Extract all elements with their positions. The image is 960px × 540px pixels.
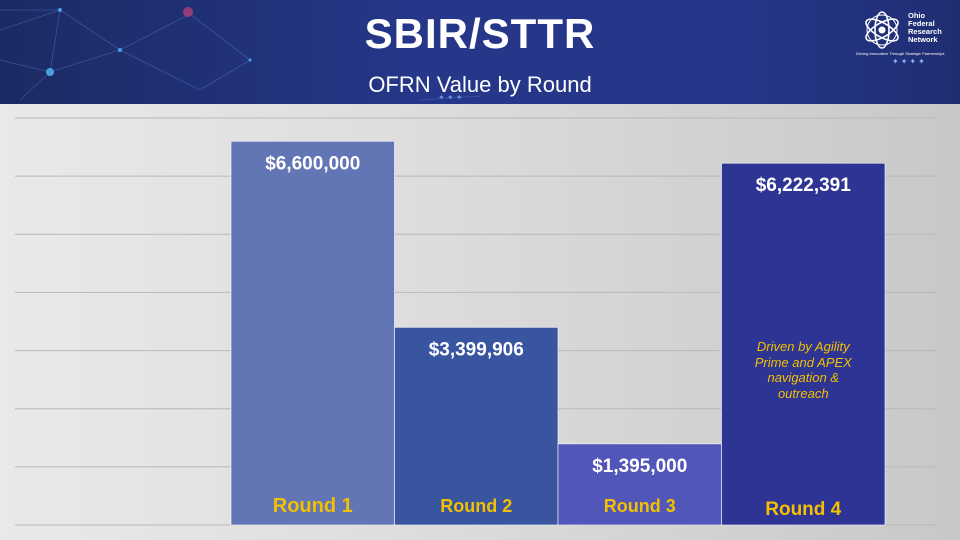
category-label: Round 1	[273, 495, 353, 517]
data-label: $6,222,391	[756, 175, 852, 196]
bar-chart: $6,600,000 Round 1 $3,399,906 Round 2 $1,395…	[15, 117, 937, 526]
chart-area: $6,600,000 Round 1 $3,399,906 Round 2 $1,395…	[0, 104, 960, 540]
svg-text:✦ ✦ ✦: ✦ ✦ ✦	[438, 93, 463, 102]
header-banner: ✦ ✦ ✦ SBIR/STTR OFRN Value by Round Ohio…	[0, 0, 960, 104]
data-label: $1,395,000	[592, 456, 687, 477]
round-4-annotation: Driven by Agility Prime and APEX navigat…	[754, 339, 852, 401]
bar	[557, 443, 722, 526]
logo-tagline: Driving Innovation Through Strategic Par…	[856, 51, 945, 56]
bar	[230, 140, 395, 526]
data-label: $6,600,000	[265, 153, 360, 174]
category-label: Round 2	[440, 496, 512, 516]
data-label: $3,399,906	[429, 339, 524, 360]
category-label: Round 3	[604, 496, 676, 516]
network-pattern-decoration: ✦ ✦ ✦	[0, 7, 481, 102]
chart-subtitle: OFRN Value by Round	[368, 72, 592, 97]
bar	[394, 327, 559, 526]
star-decoration-icon: ✦✦✦✦	[892, 57, 927, 66]
page-title: SBIR/STTR	[364, 10, 596, 57]
category-label: Round 4	[765, 499, 841, 520]
atom-icon	[865, 11, 899, 49]
logo-wordmark: Ohio Federal Research Network	[908, 11, 942, 44]
bar	[721, 162, 886, 526]
